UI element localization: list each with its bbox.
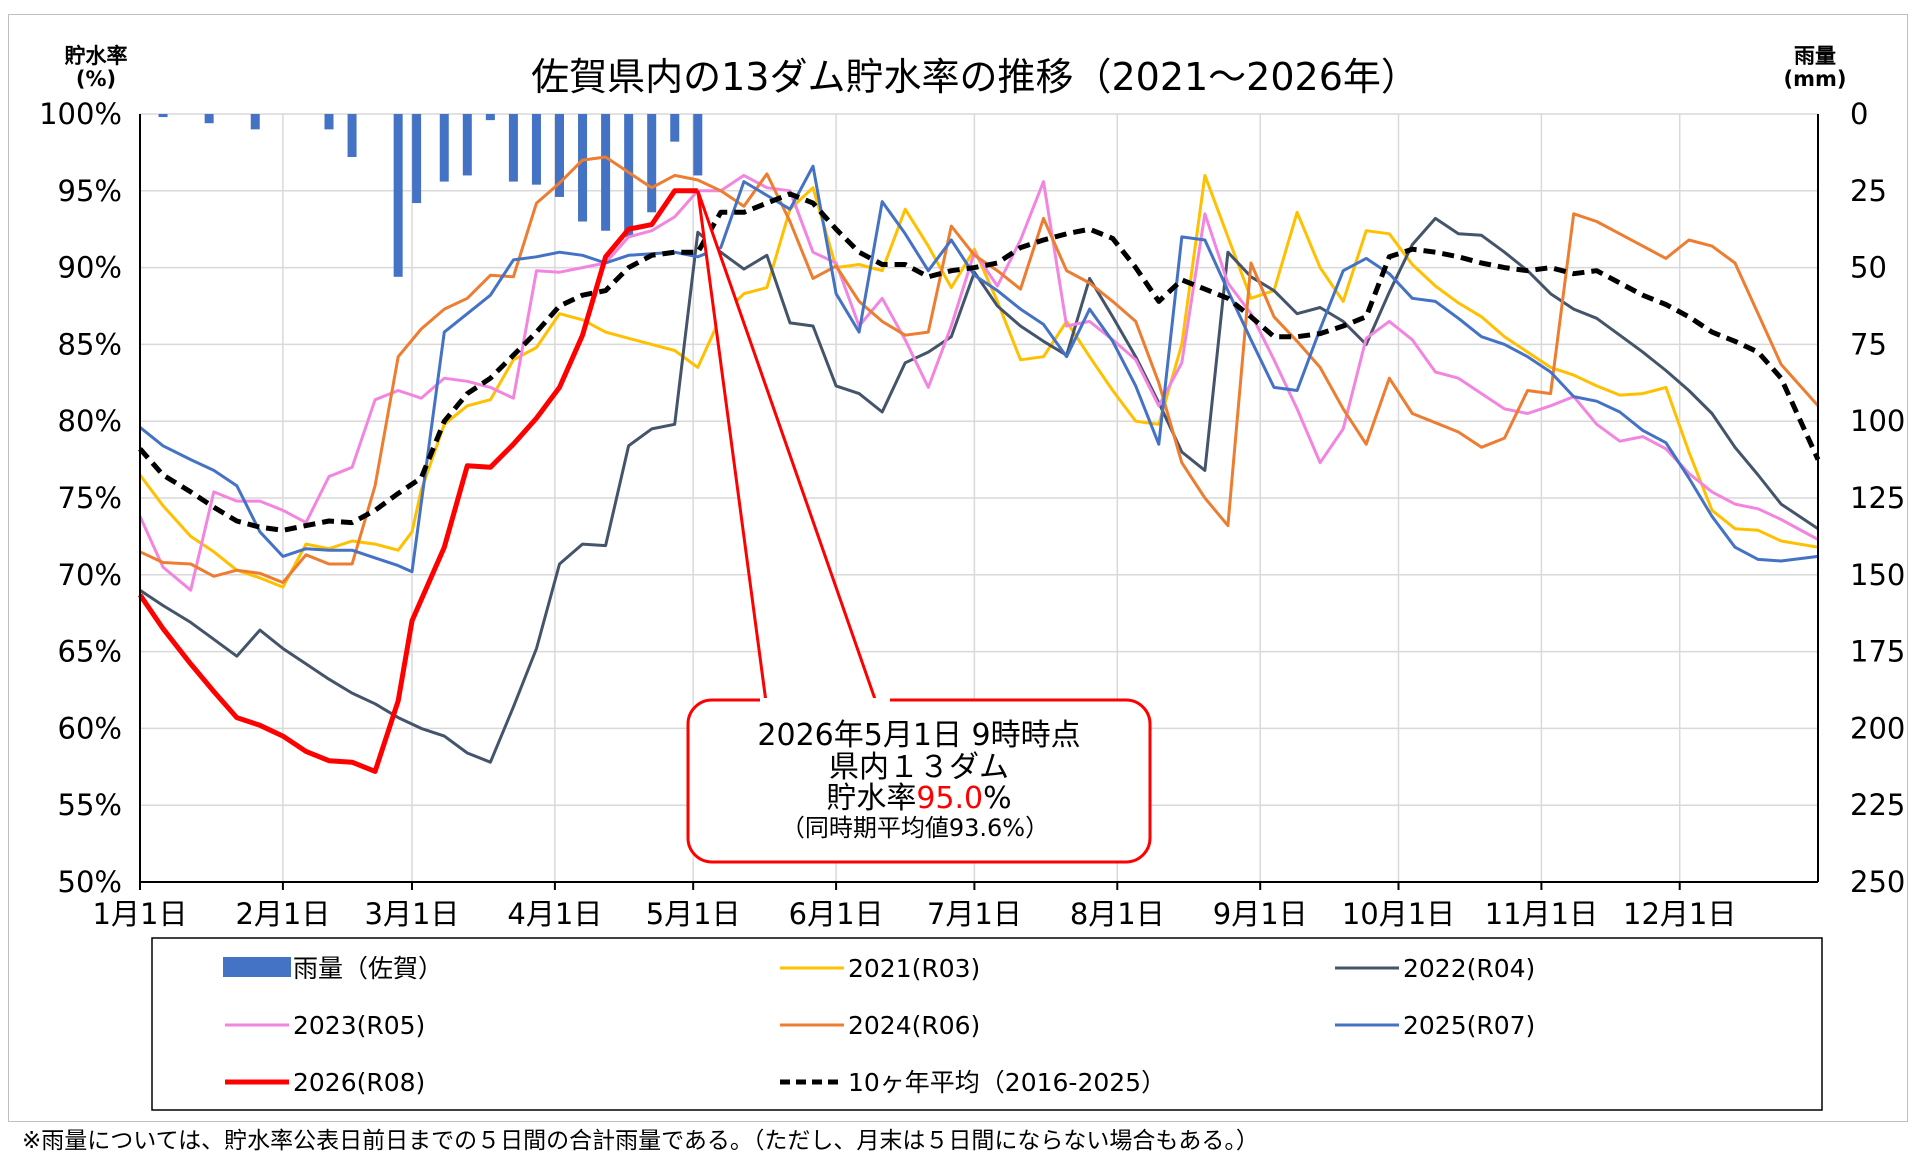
rain-bar — [555, 114, 564, 197]
series-line-3 — [139, 155, 1820, 584]
rain-bar — [508, 114, 518, 182]
series-line-4 — [139, 164, 1819, 574]
legend-swatch-rain — [223, 957, 291, 977]
rain-bar — [647, 114, 657, 213]
callout-line2: 県内１３ダム — [829, 750, 1009, 785]
series-line-6 — [138, 191, 1821, 533]
callout-rate-unit: % — [983, 781, 1012, 816]
callout-rate-value: 95.0 — [916, 781, 983, 816]
legend-label: 2021(R03) — [848, 954, 980, 983]
series-line-0 — [138, 173, 1819, 589]
legend-label: 2022(R04) — [1403, 954, 1535, 983]
y-tick-label-left: 85% — [58, 327, 122, 361]
left-axis-label-line1: 貯水率 — [65, 44, 128, 68]
callout-line1: 2026年5月1日 9時時点 — [757, 718, 1080, 753]
y-tick-label-right: 200 — [1850, 711, 1905, 745]
legend-box — [151, 937, 1823, 1111]
x-tick-label: 11月1日 — [1485, 897, 1598, 931]
y-tick-label-right: 150 — [1850, 558, 1905, 592]
rain-bar — [412, 114, 422, 204]
y-tick-label-right: 50 — [1850, 251, 1887, 285]
rain-bars — [158, 114, 703, 277]
series-line-1 — [139, 216, 1819, 764]
chart-frame — [8, 14, 1908, 1122]
y-tick-label-left: 60% — [58, 711, 122, 745]
y-tick-label-right: 0 — [1850, 97, 1868, 131]
y-tick-label-right: 100 — [1850, 404, 1905, 438]
y-tick-label-right: 175 — [1850, 635, 1905, 669]
x-tick-label: 7月1日 — [927, 897, 1022, 931]
rain-bar — [347, 114, 357, 158]
x-tick-label: 4月1日 — [507, 897, 602, 931]
rain-bar — [204, 114, 214, 124]
series-lines — [137, 155, 1821, 774]
rain-bar — [531, 114, 541, 185]
callout-box — [686, 698, 1152, 864]
x-tick-label: 12月1日 — [1623, 897, 1736, 931]
rain-bar — [439, 114, 449, 182]
y-tick-label-left: 65% — [58, 635, 122, 669]
y-tick-label-right: 250 — [1850, 865, 1905, 899]
y-tick-label-left: 90% — [58, 251, 122, 285]
legend-label: 10ヶ年平均（2016-2025） — [848, 1068, 1166, 1097]
rain-bar — [578, 114, 588, 222]
callout-rate-label: 貯水率 — [826, 781, 916, 816]
callout-pointer-mask — [760, 698, 890, 704]
x-tick-label: 1月1日 — [93, 897, 188, 931]
legend: 雨量（佐賀） 2021(R03) 2022(R04) 2023(R05) 2024(R0… — [151, 937, 1823, 1111]
x-tick-label: 9月1日 — [1213, 897, 1308, 931]
series-line-2 — [138, 173, 1819, 592]
rain-bar — [485, 114, 495, 121]
legend-label: 雨量（佐賀） — [293, 954, 443, 983]
callout: 2026年5月1日 9時時点 県内１３ダム 貯水率95.0% （同時期平均値93… — [686, 190, 1152, 864]
legend-label: 2024(R06) — [848, 1011, 980, 1040]
y-tick-label-left: 100% — [39, 97, 122, 131]
legend-label: 2025(R07) — [1403, 1011, 1535, 1040]
rain-bar — [393, 114, 403, 277]
legend-label: 2026(R08) — [293, 1068, 425, 1097]
rain-bar — [158, 114, 168, 118]
y-tick-label-right: 125 — [1850, 481, 1905, 515]
rain-bar — [693, 114, 703, 176]
rain-bar — [462, 114, 472, 176]
y-tick-label-left: 75% — [58, 481, 122, 515]
y-tick-label-left: 80% — [58, 404, 122, 438]
x-tick-label: 3月1日 — [365, 897, 460, 931]
right-axis-label-line1: 雨量 — [1794, 44, 1836, 68]
rain-bar — [250, 114, 260, 130]
y-tick-label-left: 70% — [58, 558, 122, 592]
x-tick-label: 5月1日 — [646, 897, 741, 931]
callout-line3: 貯水率95.0% — [826, 781, 1011, 816]
rain-bar — [324, 114, 334, 130]
chart-title: 佐賀県内の13ダム貯水率の推移（2021～2026年） — [531, 55, 1419, 99]
rain-bar — [601, 114, 611, 231]
x-tick-label: 10月1日 — [1342, 897, 1455, 931]
y-tick-label-left: 55% — [58, 788, 122, 822]
x-tick-label: 6月1日 — [789, 897, 884, 931]
x-tick-label: 8月1日 — [1070, 897, 1165, 931]
y-tick-label-left: 50% — [58, 865, 122, 899]
y-tick-label-right: 75 — [1850, 327, 1887, 361]
rain-bar — [670, 114, 680, 142]
y-tick-label-left: 95% — [58, 174, 122, 208]
right-axis-label-line2: (mm) — [1784, 67, 1847, 91]
series-line-5 — [137, 188, 698, 774]
callout-line4: （同時期平均値93.6%） — [781, 814, 1049, 842]
legend-label: 2023(R05) — [293, 1011, 425, 1040]
y-tick-label-right: 25 — [1850, 174, 1887, 208]
rain-bar — [624, 114, 634, 237]
x-tick-label: 2月1日 — [235, 897, 330, 931]
left-axis-label-line2: (%) — [76, 67, 116, 91]
footnote: ※雨量については、貯水率公表日前日までの５日間の合計雨量である。（ただし、月末は… — [22, 1128, 1259, 1154]
y-tick-label-right: 225 — [1850, 788, 1905, 822]
